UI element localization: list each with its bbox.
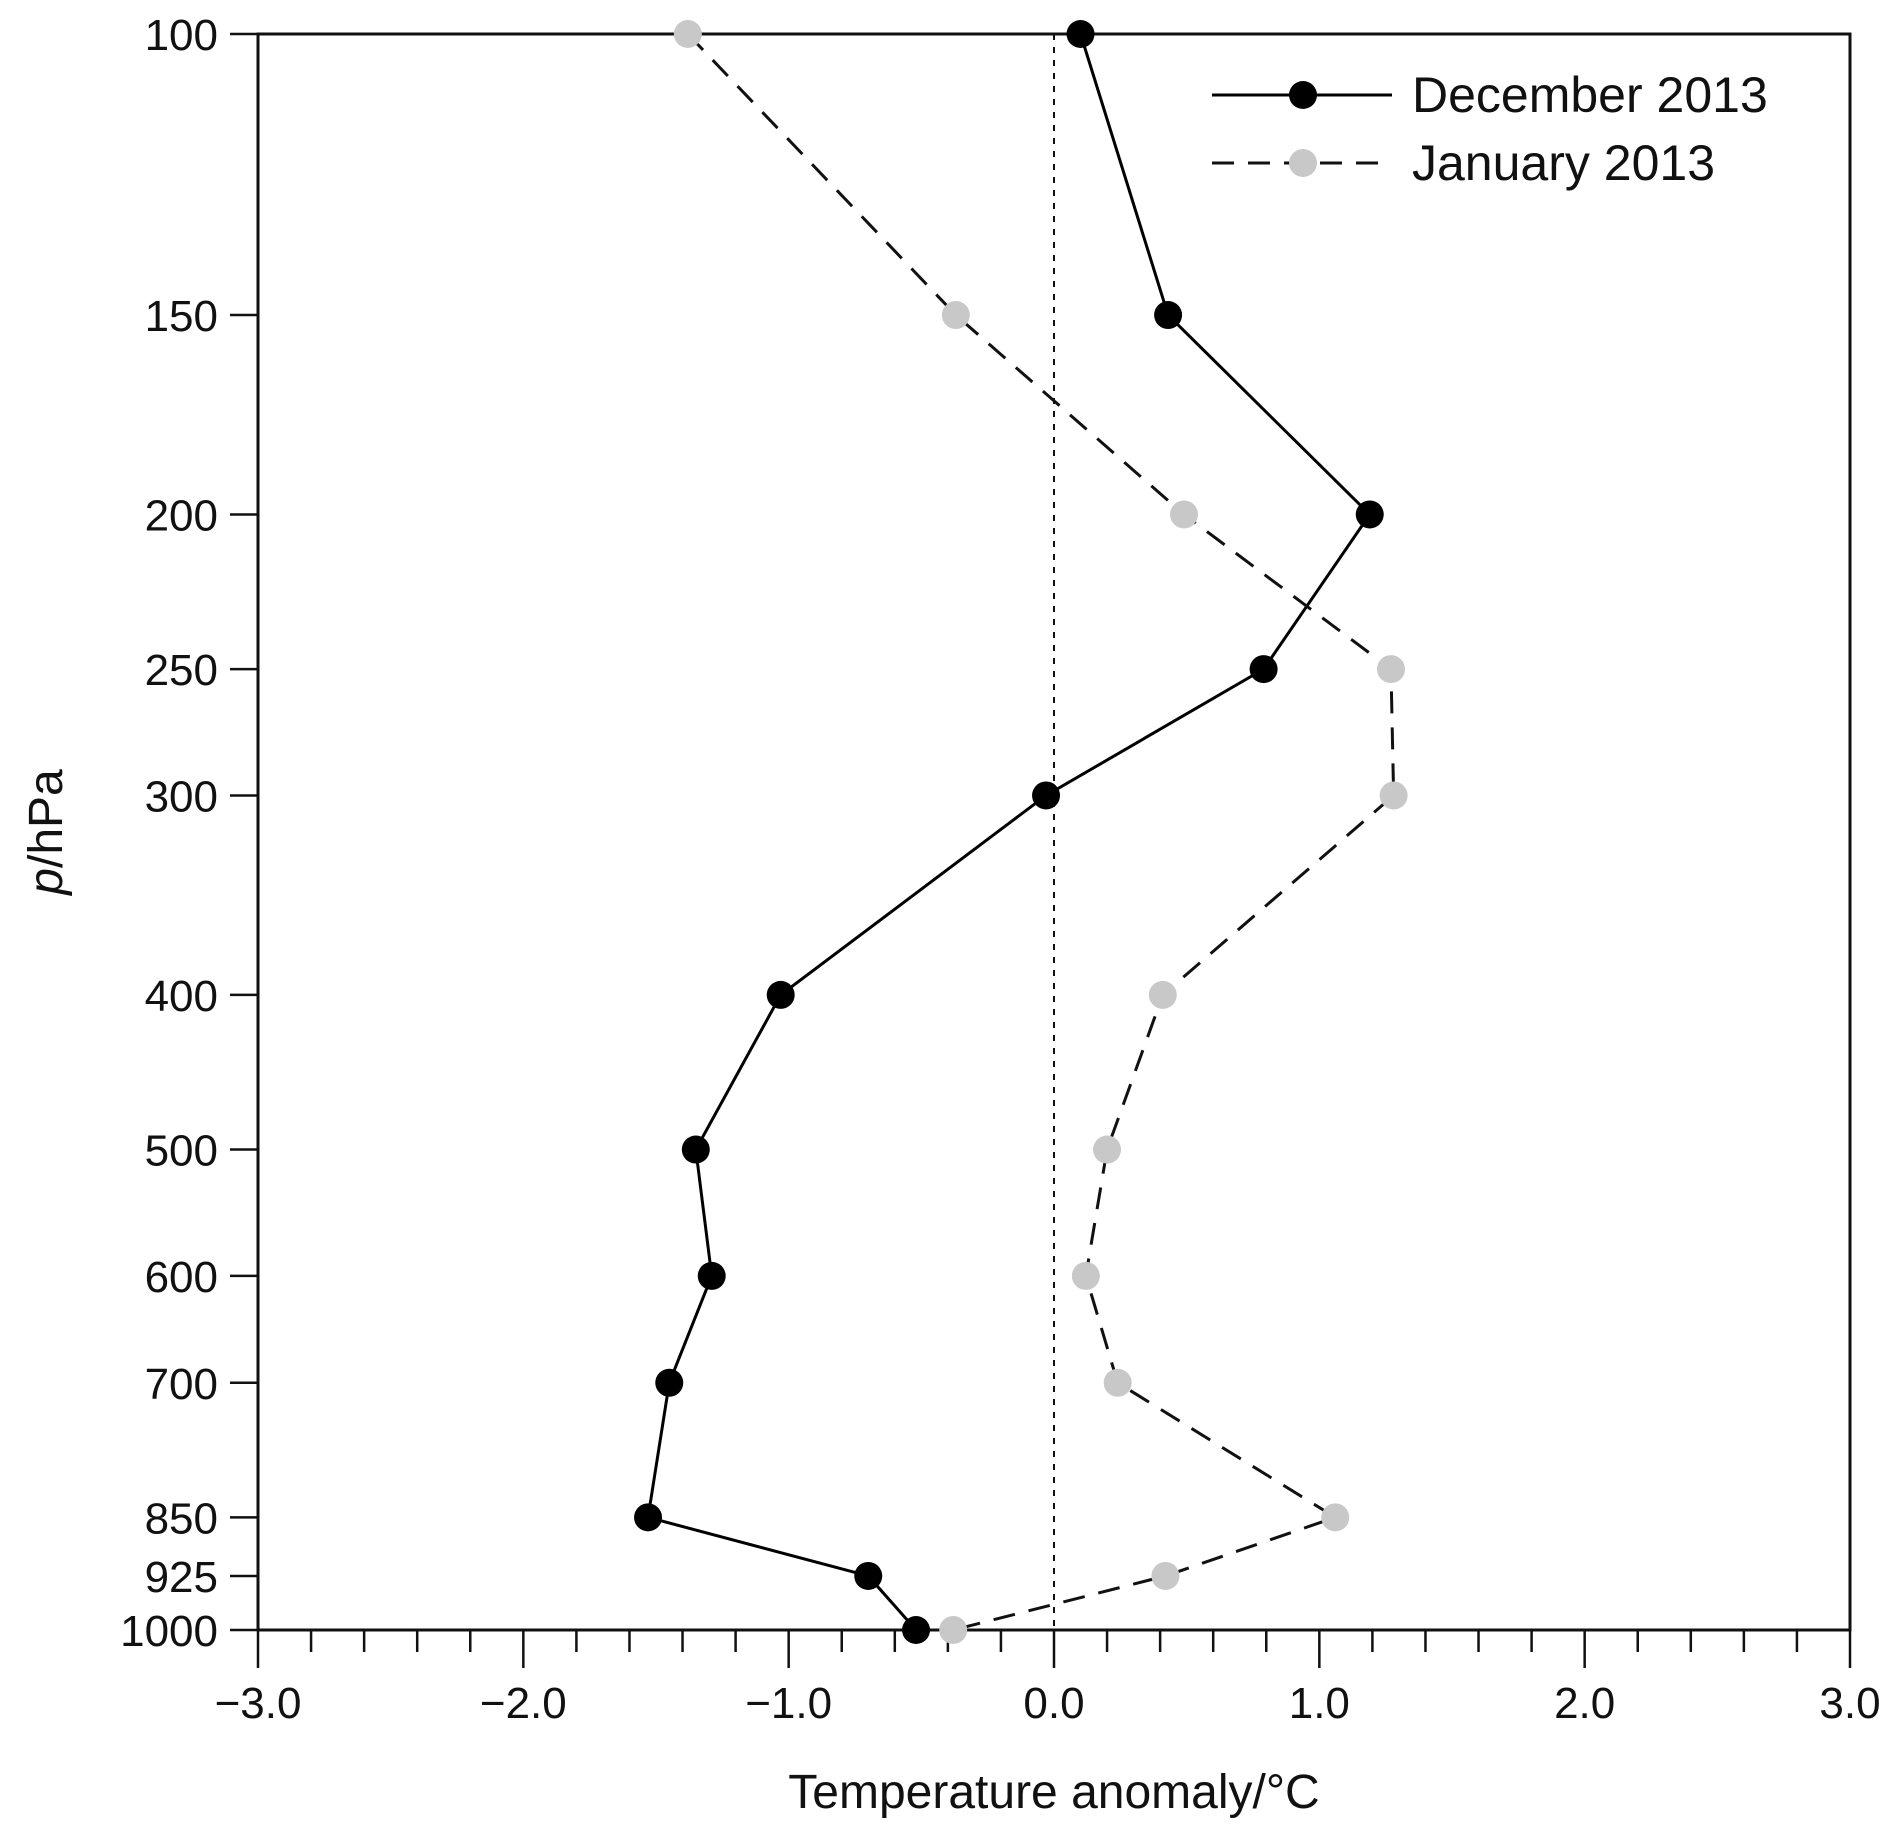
january-2013-point	[941, 301, 970, 330]
y-axis-title: p/hPa	[20, 769, 73, 897]
y-tick-label: 200	[145, 491, 218, 540]
december-2013-point	[634, 1503, 663, 1532]
january-2013-point	[939, 1616, 968, 1644]
january-2013-point	[673, 20, 702, 48]
december-2013-point	[1032, 781, 1061, 810]
y-tick-label: 850	[145, 1494, 218, 1543]
january-2013-point	[1148, 980, 1177, 1009]
y-axis: 100 150 200 250 300 400 500 600 700 850 925 1000	[120, 11, 258, 1656]
january-2013-point	[1071, 1261, 1100, 1290]
legend-marker-january	[1289, 149, 1317, 177]
y-tick-label: 925	[145, 1553, 218, 1602]
x-tick-label: −2.0	[480, 1679, 567, 1728]
series-line-january-2013	[686, 32, 1396, 1632]
december-2013-point	[766, 980, 795, 1009]
x-tick-label: −1.0	[745, 1679, 832, 1728]
december-2013-point	[854, 1561, 883, 1590]
x-tick-label: −3.0	[215, 1679, 302, 1728]
y-tick-label: 300	[145, 772, 218, 821]
january-2013-point	[1321, 1503, 1350, 1532]
legend-label-january: January 2013	[1412, 135, 1715, 191]
y-tick-label: 600	[145, 1253, 218, 1302]
december-2013-point	[655, 1368, 684, 1397]
x-tick-label: 2.0	[1554, 1679, 1615, 1728]
y-tick-label: 700	[145, 1360, 218, 1409]
december-2013-point	[902, 1616, 931, 1644]
legend-marker-december	[1289, 81, 1317, 109]
december-2013-point	[681, 1135, 710, 1164]
january-2013-point	[1151, 1561, 1180, 1590]
y-tick-label: 250	[145, 646, 218, 695]
x-axis-title: Temperature anomaly/°C	[788, 1766, 1319, 1819]
y-axis-title-italic: p	[20, 868, 73, 897]
january-2013-point	[1103, 1368, 1132, 1397]
series-line-december-2013	[646, 33, 1372, 1631]
legend-label-december: December 2013	[1412, 67, 1768, 123]
y-tick-label: 150	[145, 292, 218, 341]
december-2013-point	[1355, 500, 1384, 529]
x-tick-label: 1.0	[1289, 1679, 1350, 1728]
x-tick-label: 3.0	[1819, 1679, 1880, 1728]
series-layer	[634, 20, 1408, 1644]
december-2013-point	[1249, 655, 1278, 684]
y-tick-label: 100	[145, 11, 218, 60]
december-2013-point	[1154, 301, 1183, 330]
december-2013-point	[697, 1261, 726, 1290]
x-tick-label: 0.0	[1023, 1679, 1084, 1728]
december-2013-point	[1066, 20, 1095, 48]
january-2013-point	[1379, 781, 1408, 810]
y-tick-label: 500	[145, 1127, 218, 1176]
y-tick-label: 1000	[120, 1607, 218, 1656]
legend: December 2013 January 2013	[1212, 67, 1768, 191]
y-tick-label: 400	[145, 972, 218, 1021]
january-2013-point	[1093, 1135, 1122, 1164]
y-axis-title-unit: /hPa	[20, 769, 73, 868]
x-axis: −3.0 −2.0 −1.0 0.0 1.0 2.0 3.0	[215, 1630, 1881, 1728]
january-2013-point	[1376, 655, 1405, 684]
january-2013-point	[1170, 500, 1199, 529]
